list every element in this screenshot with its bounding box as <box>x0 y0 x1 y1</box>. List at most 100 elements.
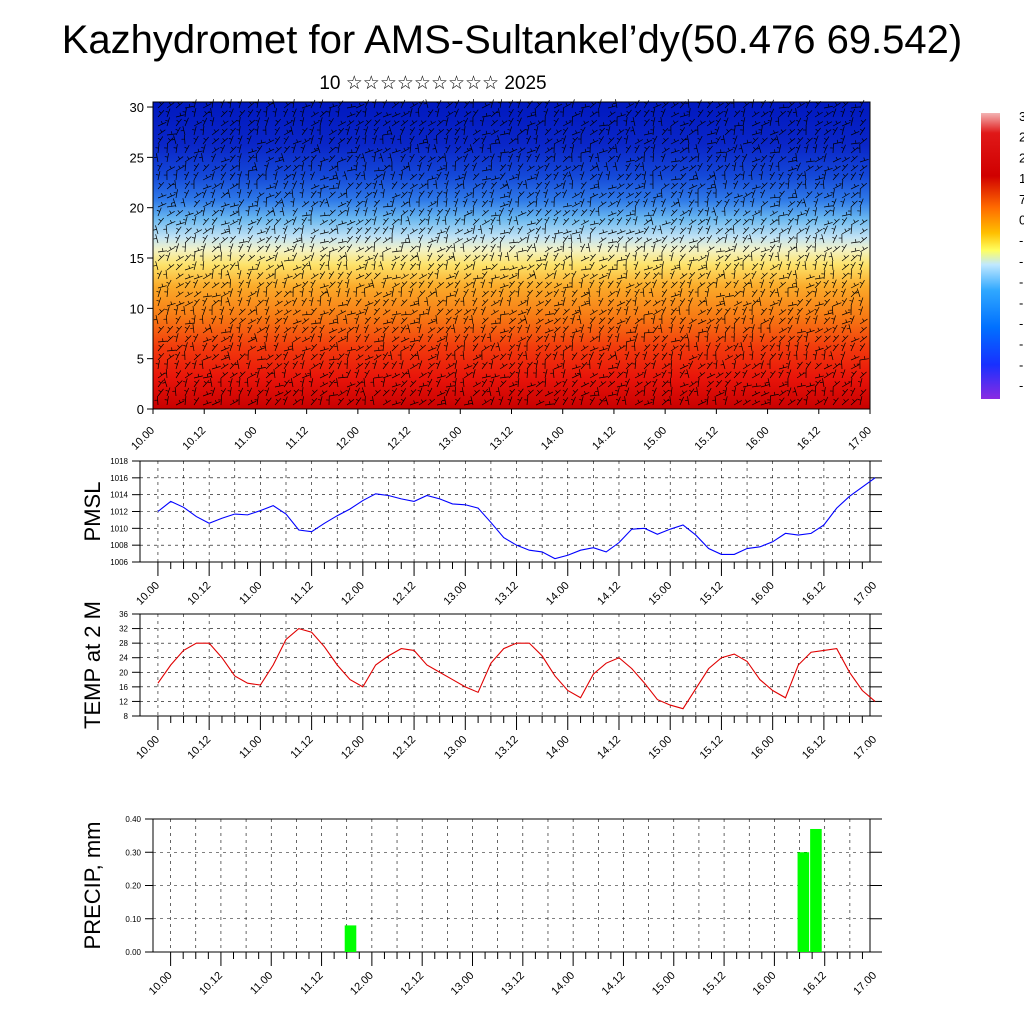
wind-barb <box>444 171 450 181</box>
wind-barb <box>184 211 194 217</box>
wind-barb <box>508 245 516 253</box>
wind-barb <box>299 270 304 280</box>
wind-barb <box>328 327 338 334</box>
wind-barb <box>334 161 339 172</box>
wind-barb <box>307 369 312 379</box>
wind-barb <box>562 202 572 208</box>
wind-barb <box>787 236 795 244</box>
wind-barb <box>624 306 629 316</box>
wind-barb <box>238 280 244 289</box>
wind-barb <box>607 229 617 235</box>
wind-barb <box>157 129 166 136</box>
wind-barb <box>679 363 689 370</box>
wind-barb <box>670 120 679 127</box>
wind-barb <box>226 225 231 235</box>
wind-barb <box>337 271 344 280</box>
wind-barb <box>768 162 774 172</box>
wind-barb <box>525 234 530 244</box>
wind-barb <box>490 320 500 325</box>
wind-barb <box>328 247 338 253</box>
wind-barb <box>535 165 544 172</box>
wind-barb <box>481 271 488 280</box>
wind-barb <box>787 201 796 208</box>
wind-barb <box>211 147 220 154</box>
wind-barb <box>246 135 252 145</box>
wind-barb <box>481 166 491 172</box>
wind-barb <box>391 336 400 343</box>
wind-barb <box>363 306 369 316</box>
wind-barb <box>508 325 515 334</box>
wind-barb <box>355 334 361 343</box>
wind-barb <box>613 99 618 109</box>
wind-barb <box>859 119 867 127</box>
wind-barb <box>363 324 369 334</box>
wind-barb <box>598 127 605 136</box>
wind-barb <box>823 246 833 253</box>
wind-barb <box>346 136 353 145</box>
wind-barb <box>324 288 330 298</box>
wind-barb <box>848 270 853 280</box>
wind-barb <box>247 119 256 127</box>
wind-barb <box>598 148 608 154</box>
wind-barb <box>641 387 646 397</box>
wind-barb <box>706 318 715 325</box>
wind-barb <box>514 252 519 262</box>
wind-barb <box>589 174 598 181</box>
wind-barb <box>472 234 478 244</box>
temp-x-tick-label: 17.00 <box>851 734 879 762</box>
wind-barb <box>443 198 448 208</box>
wind-barb <box>408 288 414 298</box>
wind-barb <box>175 351 181 361</box>
wind-barb <box>443 162 448 172</box>
wind-barb <box>722 153 728 163</box>
wind-barb <box>560 107 564 118</box>
wind-barb <box>435 360 441 370</box>
wind-barb <box>364 235 371 244</box>
wind-barb <box>658 251 663 262</box>
wind-barb <box>633 306 639 316</box>
wind-barb <box>685 99 690 109</box>
wind-barb <box>360 387 366 397</box>
wind-barb <box>414 252 420 262</box>
wind-barb <box>208 108 213 118</box>
wind-barb <box>822 261 828 271</box>
wind-barb <box>265 209 274 217</box>
wind-barb <box>694 188 699 199</box>
wind-barb <box>524 126 530 136</box>
wind-barb <box>317 297 322 307</box>
wind-barb <box>812 351 818 361</box>
wind-barb <box>391 193 401 199</box>
wind-barb <box>409 389 417 397</box>
wind-barb <box>346 103 356 109</box>
wind-barb <box>706 235 712 244</box>
wind-barb <box>688 355 698 361</box>
wind-barb <box>787 157 797 163</box>
wind-barb <box>553 109 560 118</box>
wind-barb <box>184 156 193 163</box>
wind-barb <box>670 265 680 271</box>
wind-barb <box>184 335 192 343</box>
wind-barb <box>568 234 573 244</box>
wind-barb <box>587 143 591 154</box>
wind-barb <box>688 245 696 253</box>
wind-barb <box>255 207 261 217</box>
wind-barb <box>256 173 264 181</box>
wind-barb <box>355 171 361 181</box>
wind-barb <box>499 311 509 316</box>
wind-barb <box>603 162 609 172</box>
wind-barb <box>625 162 631 172</box>
wind-barb <box>336 360 342 370</box>
wind-barb <box>355 200 363 208</box>
wind-barb <box>508 344 516 352</box>
wind-barb <box>697 236 706 244</box>
wind-barb <box>652 135 658 145</box>
wind-barb <box>704 252 710 262</box>
wind-barb <box>454 280 461 289</box>
colorbar-tick-label: - <box>1019 316 1023 331</box>
wind-barb <box>643 299 652 307</box>
wind-barb <box>355 363 364 370</box>
wind-barb <box>319 324 325 334</box>
wind-barb <box>625 192 634 199</box>
wind-barb <box>470 188 475 199</box>
wind-barb <box>426 162 432 172</box>
